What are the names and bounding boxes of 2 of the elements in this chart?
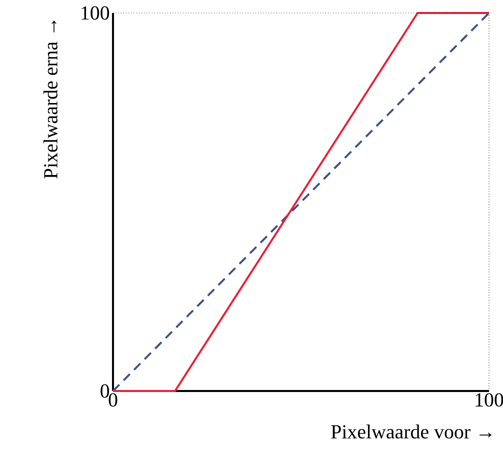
y-axis-title: Pixelwaarde erna →	[43, 20, 58, 179]
x-axis-title: Pixelwaarde voor →	[331, 424, 492, 439]
